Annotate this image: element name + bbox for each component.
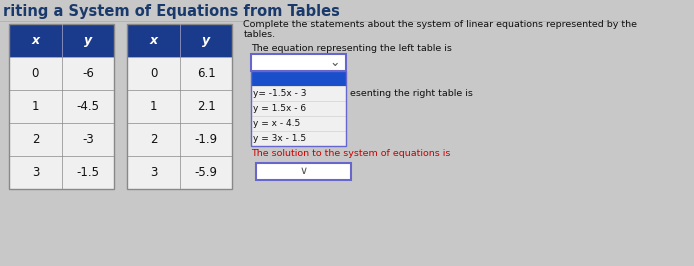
Text: -4.5: -4.5 [76,100,99,113]
Text: tables.: tables. [244,30,276,39]
Bar [9,123,62,156]
Text: y: y [84,34,92,47]
Text: 6.1: 6.1 [196,67,216,80]
Text: The equation representing the left table is: The equation representing the left table… [251,44,452,53]
Bar [9,24,115,189]
Bar [9,24,62,57]
Bar [127,156,180,189]
Text: 1: 1 [32,100,39,113]
Bar [127,24,180,57]
Text: ⌄: ⌄ [330,56,340,69]
Text: x: x [149,34,158,47]
Bar [251,71,346,86]
Text: esenting the right table is: esenting the right table is [350,89,473,98]
Text: 3: 3 [150,166,157,179]
Bar [9,156,62,189]
Text: x: x [31,34,40,47]
Bar [9,57,62,90]
Bar [251,116,346,131]
Text: y = x - 4.5: y = x - 4.5 [253,119,301,128]
Text: y= -1.5x - 3: y= -1.5x - 3 [253,89,307,98]
Text: 0: 0 [150,67,157,80]
Text: -3: -3 [82,133,94,146]
Bar [62,24,115,57]
Text: 2: 2 [150,133,158,146]
Bar [251,131,346,146]
Bar [62,123,115,156]
Bar [62,156,115,189]
Bar [9,90,62,123]
Bar [127,24,232,189]
Text: The solution to the system of equations is: The solution to the system of equations … [251,149,450,158]
Bar [180,57,232,90]
Bar [127,57,180,90]
Bar [62,57,115,90]
Bar [180,156,232,189]
Bar [251,71,346,146]
Text: -1.5: -1.5 [76,166,99,179]
Text: riting a System of Equations from Tables: riting a System of Equations from Tables [3,4,339,19]
Bar [127,123,180,156]
Text: y = 3x - 1.5: y = 3x - 1.5 [253,134,307,143]
Text: ∨: ∨ [300,167,307,177]
Bar [251,54,346,71]
Text: -5.9: -5.9 [194,166,218,179]
Text: y: y [202,34,210,47]
Text: -6: -6 [82,67,94,80]
Bar [62,90,115,123]
Text: 0: 0 [32,67,39,80]
Text: -1.9: -1.9 [194,133,218,146]
Text: 2.1: 2.1 [196,100,216,113]
Bar [180,90,232,123]
Bar [127,90,180,123]
Text: Complete the statements about the system of linear equations represented by the: Complete the statements about the system… [244,20,637,29]
Text: 3: 3 [32,166,39,179]
Text: 1: 1 [150,100,158,113]
Text: y = 1.5x - 6: y = 1.5x - 6 [253,104,307,113]
Bar [180,24,232,57]
Bar [251,101,346,116]
Text: 2: 2 [32,133,39,146]
Bar [251,86,346,101]
Bar [180,123,232,156]
Bar [256,163,351,180]
